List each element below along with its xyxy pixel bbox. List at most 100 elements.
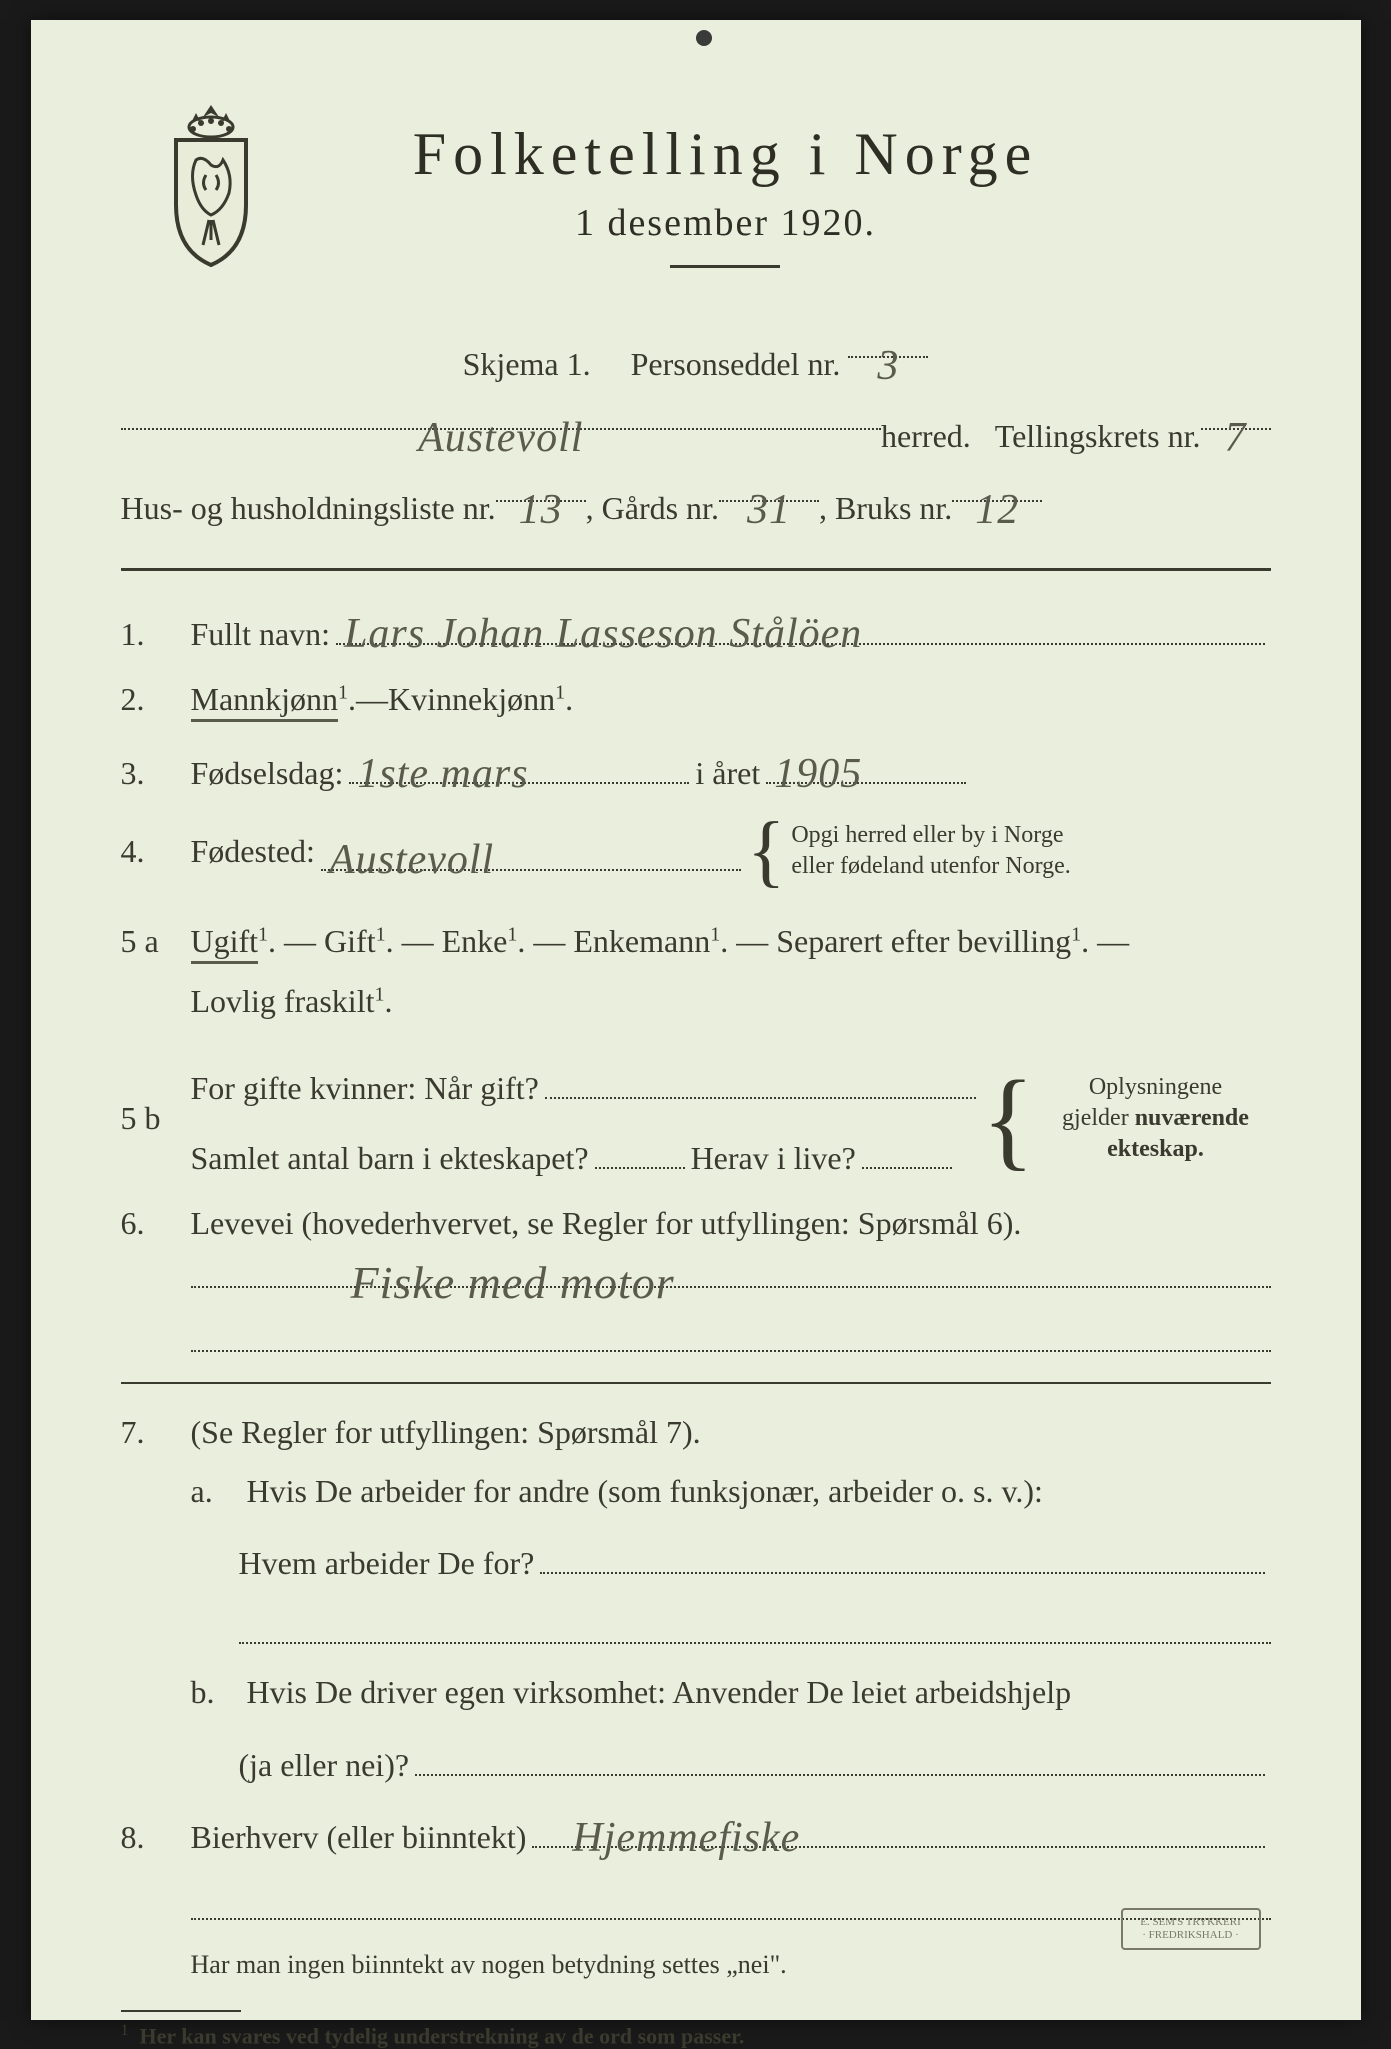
q2-opt-mann: Mannkjønn1.: [191, 681, 357, 718]
q4-label: Fødested:: [191, 833, 315, 870]
meta-line-1: Skjema 1. Personseddel nr. 3: [121, 323, 1271, 395]
tellingskrets-label: Tellingskrets nr.: [995, 406, 1201, 467]
q2-dash: —: [356, 681, 388, 718]
q7a-line2: Hvem arbeider De for?: [239, 1536, 1271, 1582]
q7a-blank-line: [239, 1608, 1271, 1644]
q8-num: 8.: [121, 1819, 191, 1856]
husliste-field: 13: [496, 467, 586, 502]
q5b-field-c: [862, 1131, 952, 1169]
husliste-value: 13: [519, 487, 563, 533]
q6-value: Fiske med motor: [351, 1256, 675, 1288]
q4-num: 4.: [121, 833, 191, 870]
header: Folketelling i Norge 1 desember 1920.: [121, 120, 1271, 303]
q5a-opt-gift: Gift1.: [324, 923, 394, 959]
q7b-l1: Hvis De driver egen virksomhet: Anvender…: [247, 1674, 1072, 1710]
q7-num: 7.: [121, 1414, 191, 1451]
gards-value: 31: [747, 487, 791, 533]
meta-line-3: Hus- og husholdningsliste nr. 13 , Gårds…: [121, 467, 1271, 539]
q7-label: (Se Regler for utfyllingen: Spørsmål 7).: [191, 1414, 701, 1451]
q7a-field: [540, 1536, 1264, 1574]
census-form-page: Folketelling i Norge 1 desember 1920. Sk…: [31, 20, 1361, 2020]
divider-mid: [121, 1382, 1271, 1384]
q4-note-l2: eller fødeland utenfor Norge.: [791, 853, 1070, 879]
q4-row: 4. Fødested: Austevoll { Opgi herred ell…: [121, 820, 1271, 882]
q7b-letter: b.: [191, 1674, 239, 1711]
form-body: 1. Fullt navn: Lars Johan Lasseson Stålö…: [121, 606, 1271, 2049]
q3-day-field: 1ste mars: [349, 746, 689, 784]
skjema-label: Skjema 1.: [463, 346, 591, 382]
q3-day-value: 1ste mars: [357, 750, 528, 788]
brace-icon: {: [747, 827, 785, 875]
q7-row: 7. (Se Regler for utfyllingen: Spørsmål …: [121, 1414, 1271, 1451]
q5b-right: { Oplysningene gjelder nuværende ekteska…: [982, 1072, 1271, 1166]
q5a-opts: Ugift1. — Gift1. — Enke1. — Enkemann1. —…: [191, 911, 1271, 1033]
q7b-l2: (ja eller nei)?: [239, 1747, 410, 1784]
q5b-num: 5 b: [121, 1100, 191, 1137]
q3-row: 3. Fødselsdag: 1ste mars i året 1905: [121, 746, 1271, 792]
bruks-value: 12: [975, 487, 1019, 533]
q5b-left: For gifte kvinner: Når gift? Samlet anta…: [191, 1060, 982, 1177]
q8-label: Bierhverv (eller biinntekt): [191, 1819, 527, 1856]
q5a-opt-enkemann: Enkemann1.: [573, 923, 728, 959]
punch-hole: [696, 30, 712, 46]
q1-field: Lars Johan Lasseson Stålöen: [336, 606, 1264, 644]
q5a-row: 5 a Ugift1. — Gift1. — Enke1. — Enkemann…: [121, 911, 1271, 1033]
herred-value: Austevoll: [418, 415, 583, 461]
q1-num: 1.: [121, 616, 191, 653]
divider-top: [121, 568, 1271, 571]
gards-label: , Gårds nr.: [586, 478, 719, 539]
q5b-label-a: For gifte kvinner: Når gift?: [191, 1070, 539, 1107]
q7b-line2: (ja eller nei)?: [239, 1737, 1271, 1783]
q8-hint: Har man ingen biinntekt av nogen betydni…: [191, 1950, 1271, 1980]
q7b-field: [415, 1737, 1264, 1775]
q5a-num: 5 a: [121, 911, 191, 972]
q3-mid: i året: [695, 755, 760, 792]
q8-blank-line: [191, 1884, 1271, 1920]
q2-num: 2.: [121, 681, 191, 718]
q2-opt-kvinne: Kvinnekjønn1.: [388, 681, 573, 718]
q6-num: 6.: [121, 1205, 191, 1242]
q3-year-field: 1905: [766, 746, 966, 784]
q7b: b. Hvis De driver egen virksomhet: Anven…: [191, 1674, 1271, 1711]
tellingskrets-value: 7: [1225, 415, 1247, 461]
bruks-field: 12: [952, 467, 1042, 502]
q7a-l2: Hvem arbeider De for?: [239, 1545, 535, 1582]
q5a-opt-ugift: Ugift1.: [191, 923, 277, 959]
stamp-l1: E. SEM'S TRYKKERI: [1140, 1916, 1241, 1928]
q7a-letter: a.: [191, 1473, 239, 1510]
footnote: 1 Her kan svares ved tydelig understrekn…: [121, 2022, 1271, 2049]
q4-note: Opgi herred eller by i Norge eller fødel…: [791, 820, 1091, 882]
q8-value: Hjemmefiske: [572, 1814, 800, 1852]
title-block: Folketelling i Norge 1 desember 1920.: [413, 120, 1039, 303]
q4-value: Austevoll: [329, 836, 494, 874]
herred-field: Austevoll: [121, 395, 882, 430]
q8-row: 8. Bierhverv (eller biinntekt) Hjemmefis…: [121, 1810, 1271, 1856]
q2-row: 2. Mannkjønn1. — Kvinnekjønn1.: [121, 681, 1271, 718]
q5b-label-b: Samlet antal barn i ekteskapet?: [191, 1140, 589, 1177]
footnote-text: Her kan svares ved tydelig understreknin…: [140, 2023, 745, 2048]
brace-icon: {: [982, 1086, 1035, 1152]
bruks-label: , Bruks nr.: [819, 478, 952, 539]
main-title: Folketelling i Norge: [413, 120, 1039, 189]
q5a-opt-separert: Separert efter bevilling1.: [776, 923, 1089, 959]
q5b-note-l3: ekteskap.: [1107, 1136, 1204, 1162]
printer-stamp: E. SEM'S TRYKKERI · FREDRIKSHALD ·: [1121, 1908, 1261, 1950]
q1-row: 1. Fullt navn: Lars Johan Lasseson Stålö…: [121, 606, 1271, 652]
q6-row: 6. Levevei (hovederhvervet, se Regler fo…: [121, 1205, 1271, 1242]
q5b-note: Oplysningene gjelder nuværende ekteskap.: [1041, 1072, 1271, 1166]
q1-label: Fullt navn:: [191, 616, 331, 653]
q6-label: Levevei (hovederhvervet, se Regler for u…: [191, 1205, 1022, 1242]
personseddel-label: Personseddel nr.: [631, 346, 841, 382]
tellingskrets-field: 7: [1201, 395, 1271, 430]
q8-field: Hjemmefiske: [532, 1810, 1264, 1848]
title-rule: [670, 265, 780, 268]
q5b-row: 5 b For gifte kvinner: Når gift? Samlet …: [121, 1060, 1271, 1177]
q5a-opt-enke: Enke1.: [442, 923, 526, 959]
personseddel-value: 3: [877, 343, 899, 389]
q5b-note-l1: Oplysningene: [1089, 1074, 1222, 1100]
q3-num: 3.: [121, 755, 191, 792]
coat-of-arms-icon: [151, 105, 271, 270]
q6-answer-line: Fiske med motor: [191, 1252, 1271, 1288]
q5b-label-c: Herav i live?: [691, 1140, 856, 1177]
gards-field: 31: [719, 467, 819, 502]
